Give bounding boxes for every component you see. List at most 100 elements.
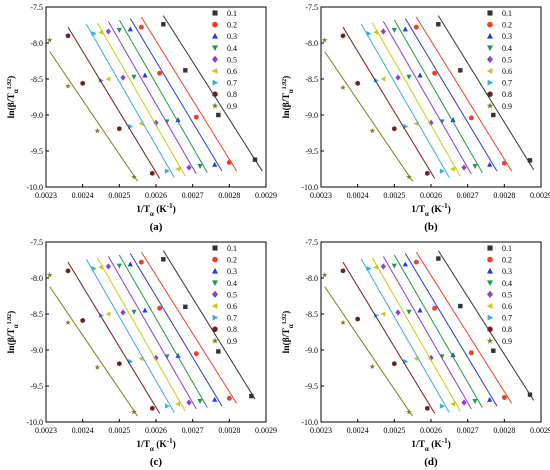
data-point xyxy=(127,261,133,267)
series-0.3 xyxy=(127,253,223,407)
data-point xyxy=(380,76,386,82)
data-point xyxy=(491,112,496,118)
series-0.8 xyxy=(340,26,436,179)
data-point xyxy=(65,83,71,89)
series-0.1 xyxy=(161,250,256,400)
fit-line xyxy=(324,286,414,417)
data-point xyxy=(321,37,328,43)
x-tick-label: 0.0027 xyxy=(182,426,204,435)
data-point xyxy=(157,70,163,76)
data-point xyxy=(161,22,166,27)
legend-marker xyxy=(212,267,218,274)
series-0.8 xyxy=(65,26,161,179)
data-point xyxy=(161,257,166,262)
x-axis-label: 1/Tα (K-1) xyxy=(136,437,176,453)
legend-marker xyxy=(487,21,493,28)
legend-marker xyxy=(486,102,494,109)
x-tick-label: 0.0028 xyxy=(218,191,240,200)
data-point xyxy=(80,80,85,86)
data-point xyxy=(98,264,104,270)
series-0.4 xyxy=(116,254,208,408)
series-0.2 xyxy=(413,16,513,172)
data-point xyxy=(150,170,155,176)
legend: 0.1 0.2 0.3 0.4 0.5 0.6 0.7 0.8 0.9 xyxy=(486,244,512,346)
data-point xyxy=(406,408,412,415)
data-point xyxy=(65,33,71,39)
data-point xyxy=(80,317,85,324)
data-point xyxy=(436,256,441,261)
legend-label: 0.4 xyxy=(502,279,512,288)
x-tick-label: 0.0028 xyxy=(218,426,240,435)
data-point xyxy=(432,70,438,76)
data-point xyxy=(186,164,192,171)
series-0.5 xyxy=(105,256,197,410)
data-point xyxy=(340,33,346,39)
x-tick-label: 0.0026 xyxy=(145,426,167,435)
legend-label: 0.3 xyxy=(502,267,512,276)
series-0.7 xyxy=(360,24,450,178)
legend-marker xyxy=(487,45,493,52)
data-point xyxy=(428,354,434,362)
legend-marker xyxy=(487,280,493,287)
data-point xyxy=(487,396,493,402)
chart-panel-a: 0.0023 0.0024 0.0025 0.0026 0.0027 0.0028 0.00… xyxy=(6,3,277,233)
data-point xyxy=(193,351,199,357)
y-tick-label: -10.0 xyxy=(26,418,43,427)
y-tick-label: -9.5 xyxy=(305,382,318,391)
x-tick-label: 0.0028 xyxy=(493,426,515,435)
data-point xyxy=(380,28,386,35)
y-tick-label: -9.5 xyxy=(305,147,318,156)
x-tick-label: 0.0026 xyxy=(145,191,167,200)
data-point xyxy=(94,364,101,370)
data-point xyxy=(392,126,397,132)
series-0.7 xyxy=(360,259,450,413)
data-point xyxy=(116,263,122,269)
y-tick-label: -7.5 xyxy=(305,3,318,12)
y-tick-label: -7.5 xyxy=(30,238,43,247)
x-tick-label: 0.0025 xyxy=(383,426,405,435)
series-0.6 xyxy=(96,257,186,412)
legend-label: 0.7 xyxy=(227,79,237,88)
fit-line xyxy=(342,26,436,179)
y-axis-label: ln(β/Tα1.92) xyxy=(6,76,20,119)
fit-line xyxy=(107,256,197,410)
y-tick-label: -9.0 xyxy=(30,111,43,120)
y-tick-label: -8.5 xyxy=(30,75,43,84)
legend-marker xyxy=(487,10,493,16)
data-point xyxy=(392,361,397,367)
data-point xyxy=(527,158,533,163)
series-0.4 xyxy=(391,19,483,173)
legend-marker xyxy=(487,55,493,63)
legend-marker xyxy=(212,256,218,263)
y-tick-label: -8.0 xyxy=(305,274,318,283)
x-tick-label: 0.0024 xyxy=(347,191,369,200)
fit-line xyxy=(393,19,483,173)
data-point xyxy=(226,395,232,401)
y-tick-label: -10.0 xyxy=(301,418,318,427)
fit-line xyxy=(393,254,483,408)
series-0.1 xyxy=(161,15,263,172)
data-point xyxy=(212,161,218,167)
data-point xyxy=(120,74,126,81)
data-point xyxy=(105,311,111,317)
legend-label: 0.8 xyxy=(227,90,237,99)
data-point xyxy=(413,24,419,30)
legend-label: 0.2 xyxy=(502,256,512,265)
legend-label: 0.5 xyxy=(502,290,512,299)
data-point xyxy=(105,76,111,82)
legend-marker xyxy=(212,10,218,16)
fit-line xyxy=(324,51,414,182)
legend-marker xyxy=(487,79,494,86)
series-0.3 xyxy=(402,18,498,172)
legend: 0.1 0.2 0.3 0.4 0.5 0.6 0.7 0.8 0.9 xyxy=(211,9,237,111)
series-0.1 xyxy=(436,15,535,170)
fit-line xyxy=(96,22,186,177)
fit-line xyxy=(118,254,208,408)
data-point xyxy=(150,405,155,411)
legend-marker xyxy=(487,245,493,251)
data-point xyxy=(216,349,221,354)
legend-marker xyxy=(487,256,493,263)
x-tick-label: 0.0024 xyxy=(72,426,94,435)
fit-line xyxy=(85,24,175,178)
legend-marker xyxy=(487,314,494,321)
